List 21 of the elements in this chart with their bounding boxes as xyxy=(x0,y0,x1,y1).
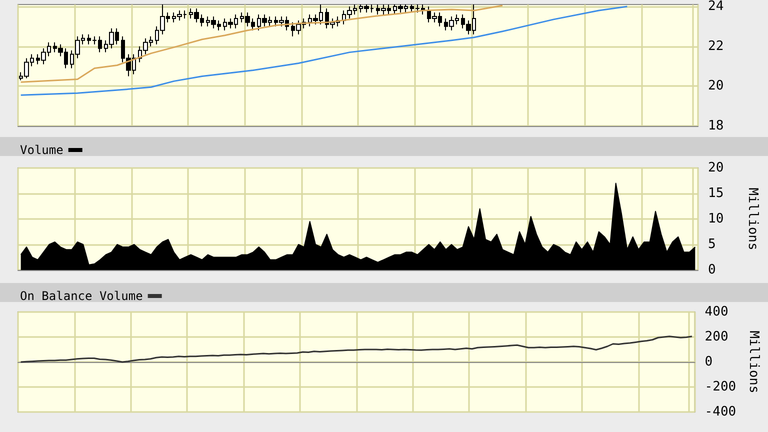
y-axis-title: Millions xyxy=(746,330,761,394)
y-tick-label: 10 xyxy=(708,212,724,226)
y-tick-label: 0 xyxy=(708,262,716,278)
y-tick-label: 0 xyxy=(704,354,713,370)
y-tick-label: 15 xyxy=(708,186,724,201)
line-series xyxy=(20,6,628,96)
y-axis-title: Millions xyxy=(745,188,760,250)
line-series xyxy=(20,336,693,363)
line-series xyxy=(20,4,504,83)
y-tick-label: -400 xyxy=(704,404,736,420)
y-tick-label: 5 xyxy=(708,237,716,252)
y-tick-label: 20 xyxy=(708,78,724,94)
y-tick-label: 20 xyxy=(708,160,724,176)
y-tick-label: -200 xyxy=(704,380,736,394)
y-tick-label: 400 xyxy=(704,304,728,320)
y-tick-label: 200 xyxy=(704,330,728,344)
legend-label: On Balance Volume xyxy=(20,289,143,303)
y-tick-label: 18 xyxy=(708,118,724,134)
legend-label: Volume xyxy=(20,143,64,157)
y-tick-label: 24 xyxy=(708,0,724,14)
y-tick-label: 22 xyxy=(708,38,724,54)
